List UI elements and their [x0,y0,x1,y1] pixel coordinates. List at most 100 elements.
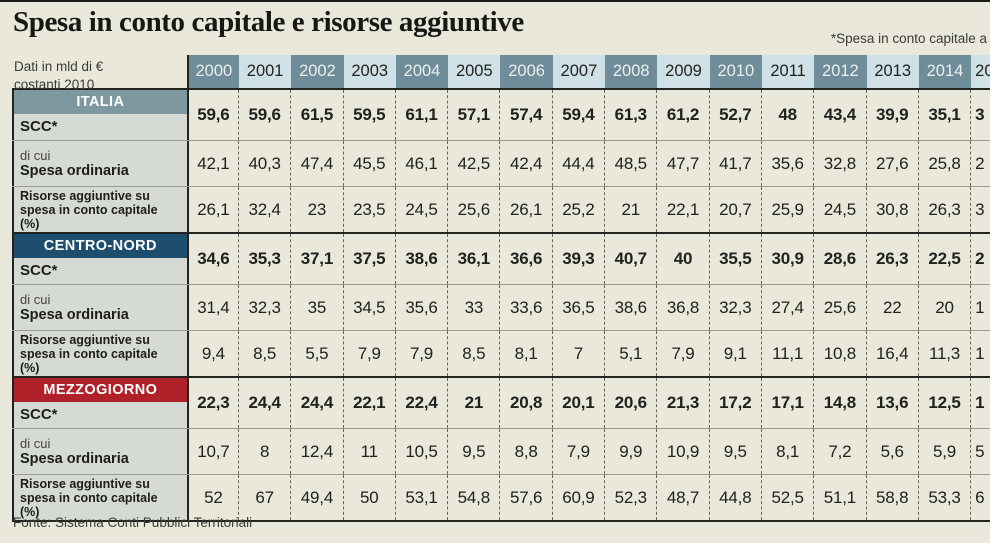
value-cell: 32,3 [239,285,292,330]
value-cell: 7,2 [814,429,867,474]
value-cell: 26,3 [919,187,972,232]
table-row: MEZZOGIORNO SCC* 22,3 24,4 24,4 22,1 22,4 21 20,… [12,376,990,428]
value-cell: 11 [344,429,396,474]
value-cell: 45,5 [344,141,396,186]
value-cell: 34,5 [344,285,396,330]
value-cell: 36,6 [500,234,553,284]
value-cell: 57,6 [500,475,553,520]
year-header-row: Dati in mld di € costanti 2010 2000 2001 2… [12,55,990,92]
value-cell: 50 [344,475,396,520]
value-cell: 53,3 [919,475,972,520]
value-cell: 35 [291,285,344,330]
row-label: Spesa ordinaria [20,307,129,323]
value-cell: 38,6 [396,234,449,284]
value-cell: 35,6 [762,141,815,186]
value-cell: 20,6 [605,378,658,428]
value-cell: 20,1 [553,378,606,428]
row-label-cell: MEZZOGIORNO SCC* [12,378,187,428]
value-cell: 38,6 [605,285,658,330]
value-cell: 30,9 [762,234,815,284]
value-cell: 27,4 [762,285,815,330]
value-cell: 61,1 [396,90,449,140]
value-cell: 32,4 [239,187,292,232]
value-cell: 11,3 [919,331,972,376]
year-col-2008: 2008 [605,55,658,88]
value-cell: 24,4 [291,378,344,428]
value-cell: 35,1 [919,90,972,140]
value-cell: 42,1 [186,141,239,186]
value-cell: 23,5 [344,187,396,232]
value-cell: 20,8 [500,378,553,428]
table-row: di cui Spesa ordinaria 42,1 40,3 47,4 45,5 46,… [12,140,990,186]
value-cell: 17,2 [710,378,762,428]
value-cell: 37,5 [344,234,396,284]
value-cell: 25,6 [814,285,867,330]
value-cell: 5,5 [291,331,344,376]
row-label-cell: Risorse aggiuntive su spesa in conto cap… [12,475,187,520]
value-cell: 42,4 [500,141,553,186]
value-cell: 24,5 [396,187,449,232]
value-cell: 59,6 [239,90,292,140]
value-cell: 8,1 [500,331,553,376]
value-cell: 27,6 [867,141,919,186]
value-cell: 59,5 [344,90,396,140]
row-label: SCC* [20,118,58,135]
value-cell: 22,3 [186,378,239,428]
year-col-2013: 2013 [866,55,919,88]
value-cell: 23 [291,187,344,232]
value-cell: 58,8 [867,475,919,520]
value-cell: 39,3 [553,234,606,284]
value-cell: 24,4 [239,378,292,428]
value-cell: 17,1 [762,378,815,428]
value-cell: 36,1 [448,234,501,284]
value-cell: 10,9 [657,429,710,474]
row-label-cell: ITALIA SCC* [12,90,187,140]
row-label: Spesa ordinaria [20,451,129,467]
value-cell: 32,3 [710,285,762,330]
value-cell: 24,5 [814,187,867,232]
table-row: Risorse aggiuntive su spesa in conto cap… [12,330,990,376]
value-cell: 7,9 [396,331,449,376]
value-cell: 52,3 [605,475,658,520]
unit-label: Dati in mld di € costanti 2010 [14,59,104,92]
value-cell: 11,1 [762,331,815,376]
value-cell: 14,8 [814,378,867,428]
value-cell: 61,3 [605,90,658,140]
section-header-italia: ITALIA [14,90,187,114]
value-cell: 48,5 [605,141,658,186]
value-cell: 51,1 [814,475,867,520]
value-cell: 26,3 [867,234,919,284]
row-label-cell: CENTRO-NORD SCC* [12,234,187,284]
value-cell: 8 [239,429,292,474]
value-cell: 41,7 [710,141,762,186]
value-cell: 44,8 [710,475,762,520]
value-cell: 36,5 [553,285,606,330]
value-cell: 2 [975,153,985,173]
value-cell: 7,9 [657,331,710,376]
year-col-2001: 2001 [238,55,292,88]
value-cell: 3 [975,199,985,219]
table-row: CENTRO-NORD SCC* 34,6 35,3 37,1 37,5 38,6 36,1 3… [12,232,990,284]
value-cell: 12,4 [291,429,344,474]
value-cell: 28,6 [814,234,867,284]
value-cell: 30,8 [867,187,919,232]
footnote: *Spesa in conto capitale a [830,31,987,46]
year-col-2010: 2010 [709,55,762,88]
value-cell: 22 [867,285,919,330]
year-col-2006: 2006 [500,55,553,88]
value-cell: 46,1 [396,141,449,186]
year-col-2004: 2004 [395,55,449,88]
value-cell: 8,5 [239,331,292,376]
value-cell: 7,9 [344,331,396,376]
table-body: ITALIA SCC* 59,6 59,6 61,5 59,5 61,1 57,1 57,4 59… [12,88,990,520]
value-cell: 25,9 [762,187,815,232]
value-cell: 40,7 [605,234,658,284]
section-header-centro-nord: CENTRO-NORD [14,234,187,258]
value-cell: 40,3 [239,141,292,186]
value-cell: 25,2 [553,187,606,232]
value-cell: 1 [975,343,985,363]
data-table: Dati in mld di € costanti 2010 2000 2001 2… [12,55,990,522]
year-col-2002: 2002 [291,55,344,88]
value-cell: 20 [919,285,972,330]
year-col-2011: 2011 [761,55,815,88]
